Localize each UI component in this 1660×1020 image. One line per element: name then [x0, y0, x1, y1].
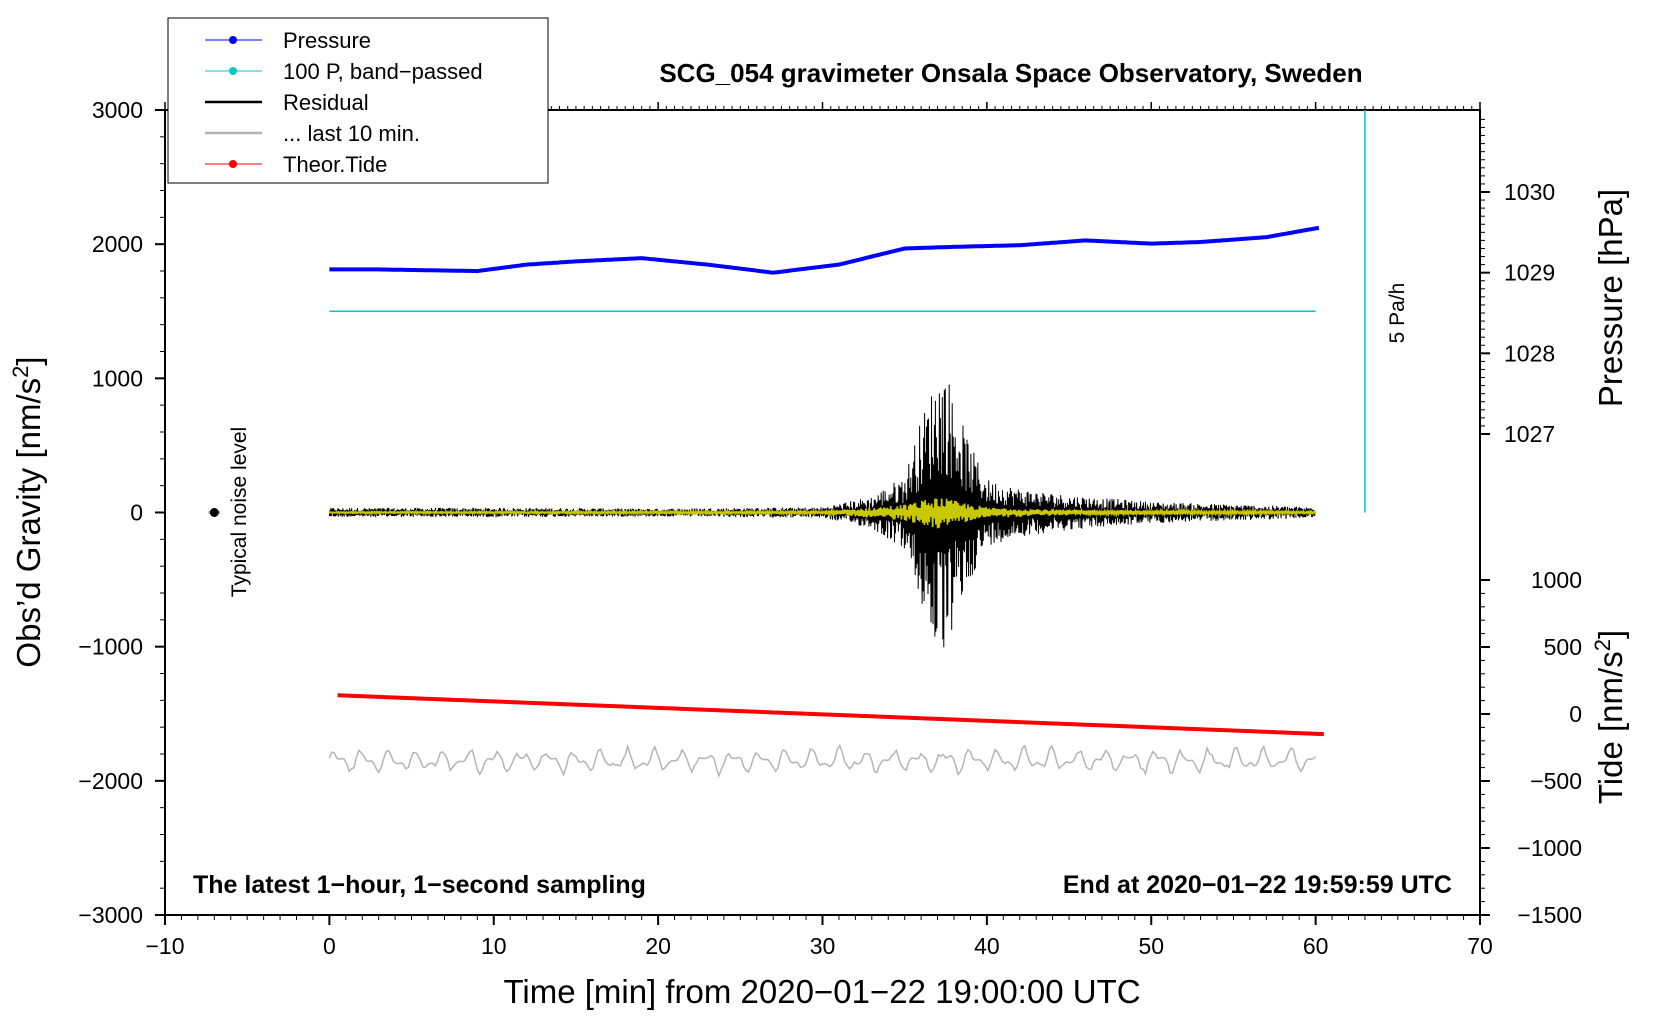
- legend-swatch-dot: [229, 160, 237, 168]
- tide-tick-label: −1000: [1517, 835, 1582, 861]
- residual-line: [328, 384, 1316, 648]
- x-axis-title: Time [min] from 2020−01−22 19:00:00 UTC: [503, 973, 1140, 1010]
- left-tick-label: 2000: [92, 231, 143, 257]
- x-tick-label: 10: [481, 933, 507, 959]
- left-tick-label: −1000: [78, 634, 143, 660]
- pressure-line: [329, 225, 1320, 275]
- series-layer: [208, 110, 1366, 779]
- x-tick-label: 0: [323, 933, 336, 959]
- rate-label: 5 Pa/h: [1386, 283, 1409, 344]
- tide-axis-title-main: Tide [nm/s: [1592, 651, 1629, 804]
- left-tick-label: 1000: [92, 365, 143, 391]
- legend-label: 100 P, band−passed: [283, 59, 483, 84]
- tide-axis-title: Tide [nm/s2]: [1590, 630, 1630, 804]
- x-tick-label: −10: [145, 933, 184, 959]
- legend-swatch-dot: [229, 67, 237, 75]
- left-tick-label: −2000: [78, 768, 143, 794]
- legend: Pressure 100 P, band−passed Residual ... la…: [167, 17, 549, 184]
- x-tick-label: 20: [645, 933, 671, 959]
- residual-filtered-line: [328, 498, 1317, 529]
- left-tick-label: −3000: [78, 902, 143, 928]
- legend-swatch-dot: [229, 36, 237, 44]
- chart-title: SCG_054 gravimeter Onsala Space Observat…: [659, 58, 1362, 88]
- bottom-right-note: End at 2020−01−22 19:59:59 UTC: [1063, 871, 1452, 899]
- left-axis-title: Obs’d Gravity [nm/s2]: [8, 356, 48, 667]
- x-tick-label: 50: [1138, 933, 1164, 959]
- pressure-tick-label: 1028: [1504, 340, 1555, 366]
- tide-tick-label: 0: [1569, 701, 1582, 727]
- noise-level-label: Typical noise level: [228, 427, 251, 597]
- x-tick-label: 40: [974, 933, 1000, 959]
- legend-label: Residual: [283, 90, 369, 115]
- x-tick-label: 70: [1467, 933, 1493, 959]
- legend-box: [167, 17, 549, 184]
- tide-tick-label: −1500: [1517, 902, 1582, 928]
- left-axis-title-sup: 2: [8, 366, 33, 378]
- pressure-axis-title: Pressure [hPa]: [1592, 189, 1629, 407]
- tide-axis-title-sup: 2: [1590, 639, 1615, 651]
- left-tick-label: 3000: [92, 97, 143, 123]
- tide-tick-label: 1000: [1531, 567, 1582, 593]
- legend-label: Theor.Tide: [283, 152, 387, 177]
- pressure-tick-label: 1027: [1504, 421, 1555, 447]
- left-axis-title-end: ]: [10, 356, 47, 365]
- tide-tick-label: 500: [1544, 634, 1582, 660]
- x-tick-label: 30: [810, 933, 836, 959]
- tide-tick-label: −500: [1530, 768, 1582, 794]
- pressure-tick-label: 1029: [1504, 260, 1555, 286]
- noise-level-point: [209, 508, 219, 517]
- left-axis-title-main: Obs’d Gravity [nm/s: [10, 378, 47, 668]
- tick-label-layer: −10 0 10 20 30 40 50 60 70 3000 2000 1000 0 −1000 −200…: [78, 97, 1582, 959]
- legend-label: ... last 10 min.: [283, 121, 420, 146]
- legend-label: Pressure: [283, 28, 371, 53]
- bottom-left-note: The latest 1−hour, 1−second sampling: [193, 871, 646, 899]
- legend-items: Pressure 100 P, band−passed Residual ... la…: [205, 28, 483, 177]
- last-10-min-line: [328, 743, 1317, 779]
- left-tick-label: 0: [130, 500, 143, 526]
- theoretical-tide-line: [337, 693, 1324, 737]
- tide-axis-title-end: ]: [1592, 630, 1629, 639]
- pressure-tick-label: 1030: [1504, 179, 1555, 205]
- x-tick-label: 60: [1303, 933, 1329, 959]
